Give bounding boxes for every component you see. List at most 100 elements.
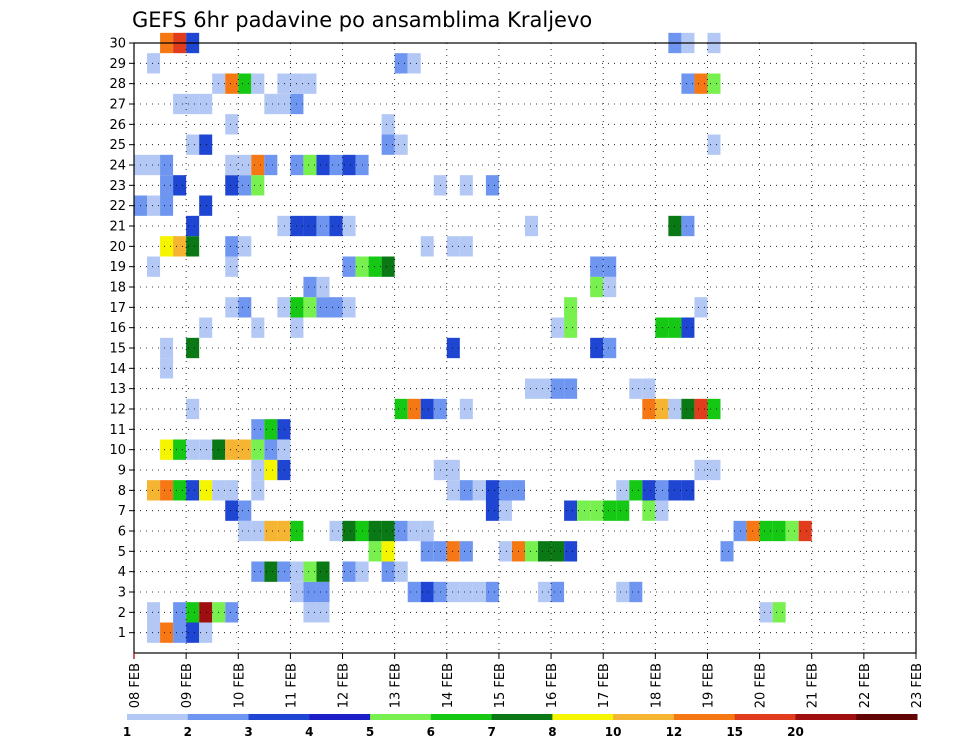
legend-label: 8 — [548, 725, 556, 739]
heatmap-cell — [225, 480, 239, 501]
heatmap-cell — [551, 581, 565, 603]
heatmap-cell — [225, 236, 239, 257]
heatmap-cell — [238, 236, 252, 257]
heatmap-cell — [199, 602, 213, 623]
heatmap-cell — [525, 378, 539, 399]
y-tick-label: 21 — [109, 220, 126, 235]
heatmap-cell — [329, 297, 343, 318]
heatmap-cell — [173, 480, 187, 501]
heatmap-cell — [629, 480, 643, 501]
y-tick-label: 28 — [109, 77, 126, 92]
heatmap-cell — [616, 480, 630, 501]
y-tick-label: 16 — [109, 321, 126, 336]
heatmap-cell — [277, 215, 291, 237]
heatmap-cell — [525, 541, 539, 562]
y-tick-label: 12 — [109, 403, 126, 418]
heatmap-cell — [381, 541, 395, 562]
heatmap-cell — [251, 73, 265, 94]
heatmap-cell — [264, 93, 278, 115]
heatmap-cell — [538, 581, 552, 603]
heatmap-cell — [564, 317, 578, 338]
heatmap-cell — [394, 134, 408, 155]
heatmap-cell — [551, 378, 565, 399]
heatmap-cell — [277, 520, 291, 542]
y-tick-label: 2 — [118, 606, 126, 621]
heatmap-cell — [720, 541, 734, 562]
heatmap-cell — [147, 602, 161, 623]
heatmap-cell — [173, 175, 187, 196]
heatmap-cell — [368, 256, 382, 277]
heatmap-cell — [459, 175, 473, 196]
heatmap-cell — [160, 175, 174, 196]
heatmap-cell — [446, 337, 460, 359]
y-tick-label: 1 — [118, 626, 126, 641]
heatmap-cell — [225, 439, 239, 460]
heatmap-cell — [186, 236, 200, 257]
heatmap-cell — [616, 500, 630, 521]
x-tick-label: 22 FEB — [858, 663, 873, 708]
heatmap-cell — [707, 73, 721, 94]
heatmap-cell — [251, 480, 265, 501]
heatmap-cell — [238, 73, 252, 94]
heatmap-cell — [420, 520, 434, 542]
heatmap-cell — [316, 154, 330, 176]
heatmap-cell — [251, 520, 265, 542]
heatmap-cell — [459, 581, 473, 603]
heatmap-cell — [303, 297, 317, 318]
heatmap-cell — [251, 419, 265, 440]
legend-label: 6 — [427, 725, 435, 739]
legend-swatch — [248, 714, 310, 720]
heatmap-cell — [173, 236, 187, 257]
heatmap-cell — [785, 520, 799, 542]
heatmap-cell — [303, 215, 317, 237]
legend-swatch — [856, 714, 918, 720]
y-tick-label: 17 — [109, 301, 126, 316]
y-tick-label: 19 — [109, 260, 126, 275]
heatmap-cell — [564, 297, 578, 318]
heatmap-cell — [772, 520, 786, 542]
heatmap-cell — [407, 53, 421, 74]
x-tick-label: 13 FEB — [389, 663, 404, 708]
heatmap-cell — [681, 480, 695, 501]
y-tick-label: 29 — [109, 57, 126, 72]
heatmap-cell — [564, 378, 578, 399]
legend-swatch — [430, 714, 493, 720]
legend-swatch — [795, 714, 857, 720]
heatmap-cell — [498, 500, 512, 521]
heatmap-cell — [694, 459, 708, 481]
heatmap-cell — [199, 480, 213, 501]
y-tick-label: 14 — [109, 362, 126, 377]
heatmap-cell — [238, 439, 252, 460]
heatmap-cell — [199, 134, 213, 155]
x-tick-label: 12 FEB — [337, 663, 352, 708]
heatmap-cell — [173, 602, 187, 623]
heatmap-cell — [277, 561, 291, 582]
heatmap-cell — [147, 622, 161, 643]
y-tick-label: 6 — [118, 525, 126, 540]
legend-label: 2 — [184, 725, 192, 739]
heatmap-cell — [160, 236, 174, 257]
heatmap-cell — [655, 500, 669, 521]
x-tick-label: 14 FEB — [441, 663, 456, 708]
heatmap-cell — [147, 256, 161, 277]
heatmap-cell — [264, 459, 278, 481]
heatmap-cell — [642, 398, 656, 420]
heatmap-cell — [303, 561, 317, 582]
x-tick-label: 11 FEB — [284, 663, 299, 708]
heatmap-cell — [420, 236, 434, 257]
heatmap-cell — [485, 500, 499, 521]
heatmap-cell — [420, 541, 434, 562]
color-legend: 1 2 3 4 5 6 7 8 10 12 15 20 — [123, 714, 918, 739]
heatmap-cell — [160, 622, 174, 643]
heatmap-cell — [407, 398, 421, 420]
heatmap-cell — [485, 581, 499, 603]
heatmap-cell — [199, 317, 213, 338]
legend-label: 1 — [123, 725, 131, 739]
heatmap-cell — [238, 175, 252, 196]
heatmap-cell — [342, 520, 356, 542]
legend-swatch — [491, 714, 553, 720]
heatmap-cell — [238, 500, 252, 521]
y-tick-label: 3 — [118, 586, 126, 601]
y-tick-label: 20 — [109, 240, 126, 255]
heatmap-cell — [147, 154, 161, 176]
